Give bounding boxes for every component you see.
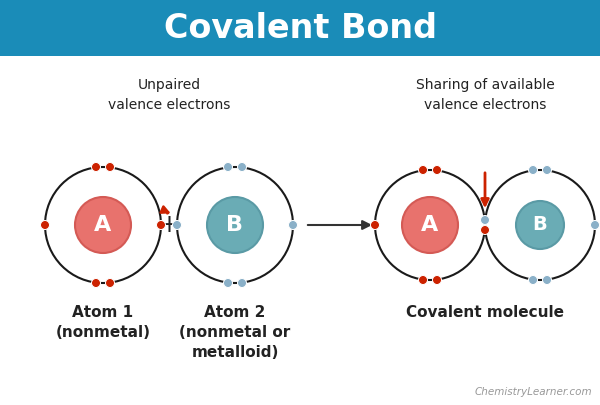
Bar [0, 0, 600, 56]
Circle shape [75, 197, 131, 253]
Circle shape [433, 166, 442, 175]
Circle shape [41, 220, 49, 230]
Circle shape [516, 201, 564, 249]
Circle shape [106, 162, 115, 171]
Circle shape [433, 275, 442, 284]
Circle shape [481, 215, 490, 224]
Circle shape [481, 226, 490, 234]
Circle shape [542, 166, 551, 175]
Text: Atom 1
(nonmetal): Atom 1 (nonmetal) [56, 305, 151, 340]
Circle shape [371, 220, 380, 230]
Circle shape [238, 279, 247, 288]
Circle shape [419, 166, 427, 175]
Text: Covalent Bond: Covalent Bond [163, 11, 437, 45]
Text: Atom 2
(nonmetal or
metalloid): Atom 2 (nonmetal or metalloid) [179, 305, 290, 360]
Circle shape [223, 279, 233, 288]
Text: A: A [94, 215, 112, 235]
Circle shape [419, 275, 427, 284]
Text: ChemistryLearner.com: ChemistryLearner.com [475, 387, 592, 397]
Text: B: B [533, 215, 547, 234]
Text: Covalent molecule: Covalent molecule [406, 305, 564, 320]
Circle shape [173, 220, 182, 230]
Circle shape [91, 279, 101, 288]
Circle shape [91, 162, 101, 171]
Circle shape [529, 166, 538, 175]
Circle shape [529, 275, 538, 284]
Circle shape [157, 220, 166, 230]
Circle shape [223, 162, 233, 171]
Circle shape [590, 220, 599, 230]
Circle shape [106, 279, 115, 288]
Text: B: B [227, 215, 244, 235]
Text: +: + [158, 213, 179, 237]
Text: Sharing of available
valence electrons: Sharing of available valence electrons [416, 78, 554, 112]
Text: Unpaired
valence electrons: Unpaired valence electrons [108, 78, 230, 112]
Circle shape [542, 275, 551, 284]
Circle shape [207, 197, 263, 253]
Circle shape [289, 220, 298, 230]
Text: A: A [421, 215, 439, 235]
Circle shape [402, 197, 458, 253]
Circle shape [238, 162, 247, 171]
